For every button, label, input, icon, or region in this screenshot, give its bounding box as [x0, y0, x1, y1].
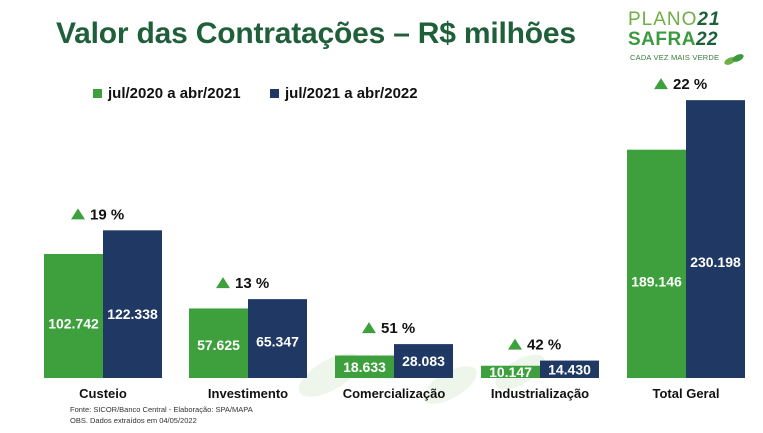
bar-value-label: 102.742: [48, 315, 99, 331]
bar-2021-2022: [394, 344, 453, 378]
chart-title: Valor das Contratações – R$ milhões: [56, 17, 576, 50]
logo-line-2: SAFRA22: [628, 29, 719, 50]
logo-line-1: PLANO21: [628, 9, 721, 30]
legend-label: jul/2021 a abr/2022: [285, 85, 418, 102]
growth-label: 13 %: [235, 275, 269, 292]
bar-2020-2021: [335, 355, 394, 378]
bar-2021-2022: [540, 360, 599, 378]
bar-value-label: 18.633: [343, 359, 386, 375]
footnote-date: OBS. Dados extraídos em 04/05/2022: [70, 416, 197, 425]
up-triangle-icon: [508, 338, 522, 350]
plano-safra-logo: PLANO21 SAFRA22 CADA VEZ MAIS VERDE: [628, 10, 753, 76]
bar-value-label: 14.430: [548, 361, 591, 377]
background-leaf-shape: [423, 366, 477, 404]
bar-2021-2022: [103, 230, 162, 378]
category-label: Industrialização: [491, 386, 589, 401]
legend-swatch-navy: [270, 89, 279, 98]
category-label: Comercialização: [343, 386, 446, 401]
category-label: Investimento: [208, 386, 288, 401]
footnote-source: Fonte: SICOR/Banco Central - Elaboração:…: [70, 405, 253, 414]
bar-value-label: 230.198: [690, 254, 741, 270]
growth-label: 22 %: [673, 76, 707, 93]
up-triangle-icon: [216, 277, 230, 289]
up-triangle-icon: [362, 322, 376, 334]
legend-swatch-green: [93, 89, 102, 98]
legend-label: jul/2020 a abr/2021: [108, 85, 241, 102]
up-triangle-icon: [71, 208, 85, 220]
legend-item-series-2: jul/2021 a abr/2022: [270, 85, 418, 102]
bar-value-label: 65.347: [256, 333, 299, 349]
bar-2020-2021: [481, 365, 540, 378]
category-label: Custeio: [79, 386, 127, 401]
bar-value-label: 10.147: [489, 364, 532, 380]
bar-2020-2021: [627, 149, 686, 378]
logo-tagline: CADA VEZ MAIS VERDE: [630, 53, 720, 62]
growth-label: 42 %: [527, 337, 561, 354]
growth-label: 19 %: [90, 206, 124, 223]
bar-value-label: 122.338: [107, 306, 158, 322]
bar-2020-2021: [44, 253, 103, 378]
legend-item-series-1: jul/2020 a abr/2021: [93, 85, 241, 102]
bar-value-label: 189.146: [631, 274, 682, 290]
bar-2020-2021: [189, 308, 248, 378]
up-triangle-icon: [654, 78, 668, 90]
bar-value-label: 57.625: [197, 337, 240, 353]
growth-label: 51 %: [381, 320, 415, 337]
bar-2021-2022: [686, 100, 745, 379]
leaf-icon: [724, 54, 744, 65]
bar-2021-2022: [248, 299, 307, 378]
bar-value-label: 28.083: [402, 353, 445, 369]
category-label: Total Geral: [653, 386, 720, 401]
